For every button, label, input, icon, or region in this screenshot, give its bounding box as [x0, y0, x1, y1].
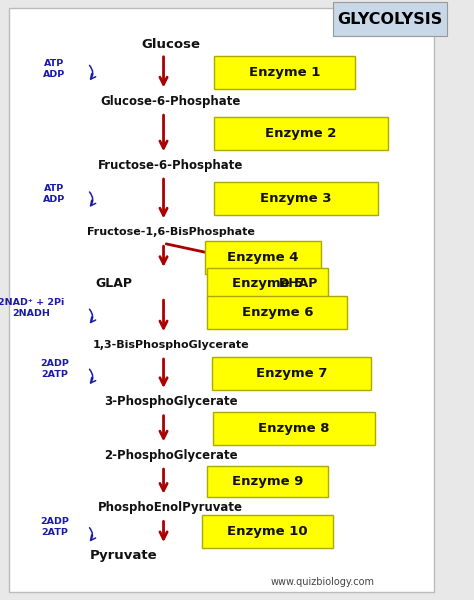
FancyBboxPatch shape: [214, 56, 355, 89]
Text: Glucose: Glucose: [141, 38, 200, 50]
Text: 2-PhosphoGlycerate: 2-PhosphoGlycerate: [104, 449, 237, 462]
FancyBboxPatch shape: [214, 116, 388, 150]
Text: 2NAD⁺ + 2Pi
2NADH: 2NAD⁺ + 2Pi 2NADH: [0, 298, 64, 319]
Text: GLYCOLYSIS: GLYCOLYSIS: [337, 12, 442, 27]
Text: Enzyme 9: Enzyme 9: [232, 475, 303, 488]
FancyBboxPatch shape: [214, 182, 378, 215]
Text: Enzyme 3: Enzyme 3: [261, 191, 332, 205]
Text: www.quizbiology.com: www.quizbiology.com: [270, 577, 374, 587]
Text: ATP
ADP: ATP ADP: [44, 59, 65, 79]
Text: Enzyme 1: Enzyme 1: [249, 66, 320, 79]
Text: 3-PhosphoGlycerate: 3-PhosphoGlycerate: [104, 395, 237, 409]
Text: DHAP: DHAP: [279, 277, 319, 290]
FancyBboxPatch shape: [205, 241, 321, 274]
Text: Enzyme 7: Enzyme 7: [256, 367, 327, 380]
Text: 2ADP
2ATP: 2ADP 2ATP: [40, 517, 69, 537]
Text: Enzyme 2: Enzyme 2: [265, 127, 337, 140]
Text: GLAP: GLAP: [95, 277, 132, 290]
FancyBboxPatch shape: [207, 268, 328, 299]
FancyBboxPatch shape: [202, 515, 333, 548]
FancyBboxPatch shape: [207, 296, 347, 329]
Text: 1,3-BisPhosphoGlycerate: 1,3-BisPhosphoGlycerate: [92, 340, 249, 350]
Text: ATP
ADP: ATP ADP: [44, 184, 65, 204]
FancyBboxPatch shape: [212, 356, 371, 390]
Text: Pyruvate: Pyruvate: [90, 550, 157, 562]
FancyBboxPatch shape: [213, 412, 374, 445]
Text: Enzyme 4: Enzyme 4: [228, 251, 299, 264]
Text: 2ADP
2ATP: 2ADP 2ATP: [40, 359, 69, 379]
FancyBboxPatch shape: [9, 8, 434, 592]
Text: Fructose-6-Phosphate: Fructose-6-Phosphate: [98, 158, 243, 172]
Text: Enzyme 10: Enzyme 10: [228, 524, 308, 538]
Text: Fructose-1,6-BisPhosphate: Fructose-1,6-BisPhosphate: [87, 227, 255, 237]
Text: Enzyme 8: Enzyme 8: [258, 422, 329, 435]
FancyBboxPatch shape: [207, 466, 328, 497]
Text: Enzyme 5: Enzyme 5: [232, 277, 303, 290]
FancyBboxPatch shape: [333, 2, 447, 36]
Text: PhosphoEnolPyruvate: PhosphoEnolPyruvate: [98, 501, 243, 514]
Text: Glucose-6-Phosphate: Glucose-6-Phosphate: [100, 95, 241, 109]
Text: Enzyme 6: Enzyme 6: [242, 306, 313, 319]
